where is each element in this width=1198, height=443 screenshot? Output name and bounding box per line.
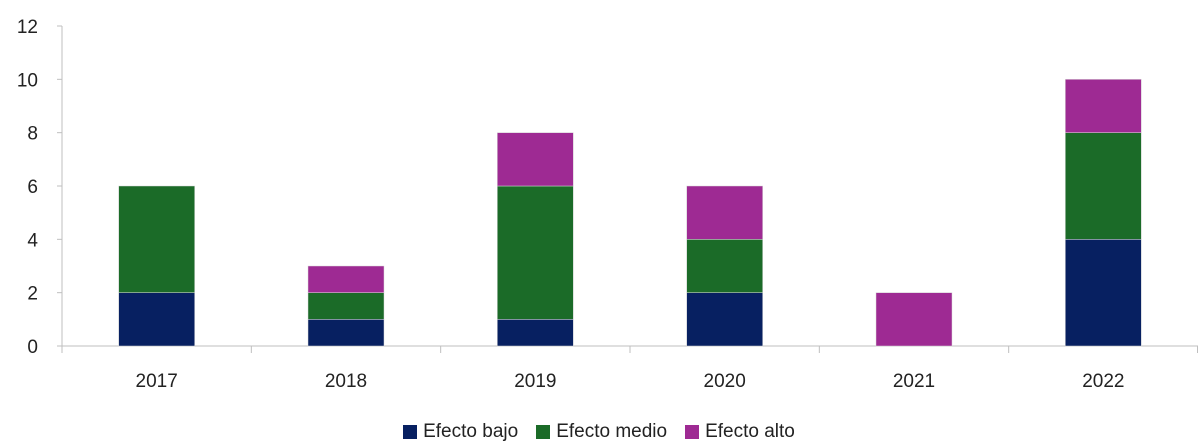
x-tick-label: 2022 <box>1082 371 1124 392</box>
bar-segment-efecto-medio <box>118 185 195 293</box>
y-tick-label: 12 <box>17 17 38 38</box>
y-tick-label: 10 <box>17 70 38 91</box>
bar-segment-efecto-bajo <box>118 292 195 347</box>
legend-swatch <box>536 424 551 439</box>
legend-label: Efecto medio <box>556 420 668 442</box>
bar-segment-efecto-alto <box>686 185 763 240</box>
legend-item: Efecto bajo <box>403 421 518 443</box>
x-tick-label: 2017 <box>136 371 178 392</box>
x-axis: 2017 2018 2019 2020 2021 2022 <box>61 345 1198 392</box>
legend-swatch <box>403 424 418 439</box>
bar-segment-efecto-medio <box>307 292 385 320</box>
y-tick-label: 6 <box>27 177 38 198</box>
y-tick-label: 4 <box>27 230 38 251</box>
bar-segment-efecto-alto <box>307 265 385 293</box>
bar-segment-efecto-alto <box>497 132 574 187</box>
bar-segment-efecto-bajo <box>686 292 763 347</box>
y-tick-label: 2 <box>27 284 38 305</box>
stacked-bar-chart: 0 2 4 6 8 10 12 2017 2018 2019 2020 2021 2022 <box>17 17 1198 392</box>
y-axis: 0 2 4 6 8 10 12 <box>17 17 63 358</box>
bar-segment-efecto-medio <box>497 185 574 320</box>
legend-label: Efecto bajo <box>423 420 519 442</box>
legend-label: Efecto alto <box>705 420 795 442</box>
x-tick-label: 2021 <box>893 371 935 392</box>
bars <box>118 79 1142 347</box>
legend-item: Efecto medio <box>536 421 667 443</box>
legend: Efecto bajo Efecto medio Efecto alto <box>0 420 1198 443</box>
legend-swatch <box>685 424 700 439</box>
x-tick-label: 2018 <box>325 371 367 392</box>
x-tick-label: 2020 <box>704 371 746 392</box>
y-tick-label: 0 <box>27 337 38 358</box>
bar-segment-efecto-medio <box>1065 132 1142 240</box>
bar-segment-efecto-alto <box>875 292 953 347</box>
bar-segment-efecto-bajo <box>497 319 574 347</box>
bar-segment-efecto-bajo <box>307 319 385 347</box>
bar-segment-efecto-bajo <box>1065 239 1142 347</box>
bar-segment-efecto-medio <box>686 239 763 293</box>
y-tick-label: 8 <box>27 124 38 145</box>
x-tick-label: 2019 <box>514 371 556 392</box>
legend-item: Efecto alto <box>685 421 795 443</box>
bar-segment-efecto-alto <box>1065 79 1142 133</box>
